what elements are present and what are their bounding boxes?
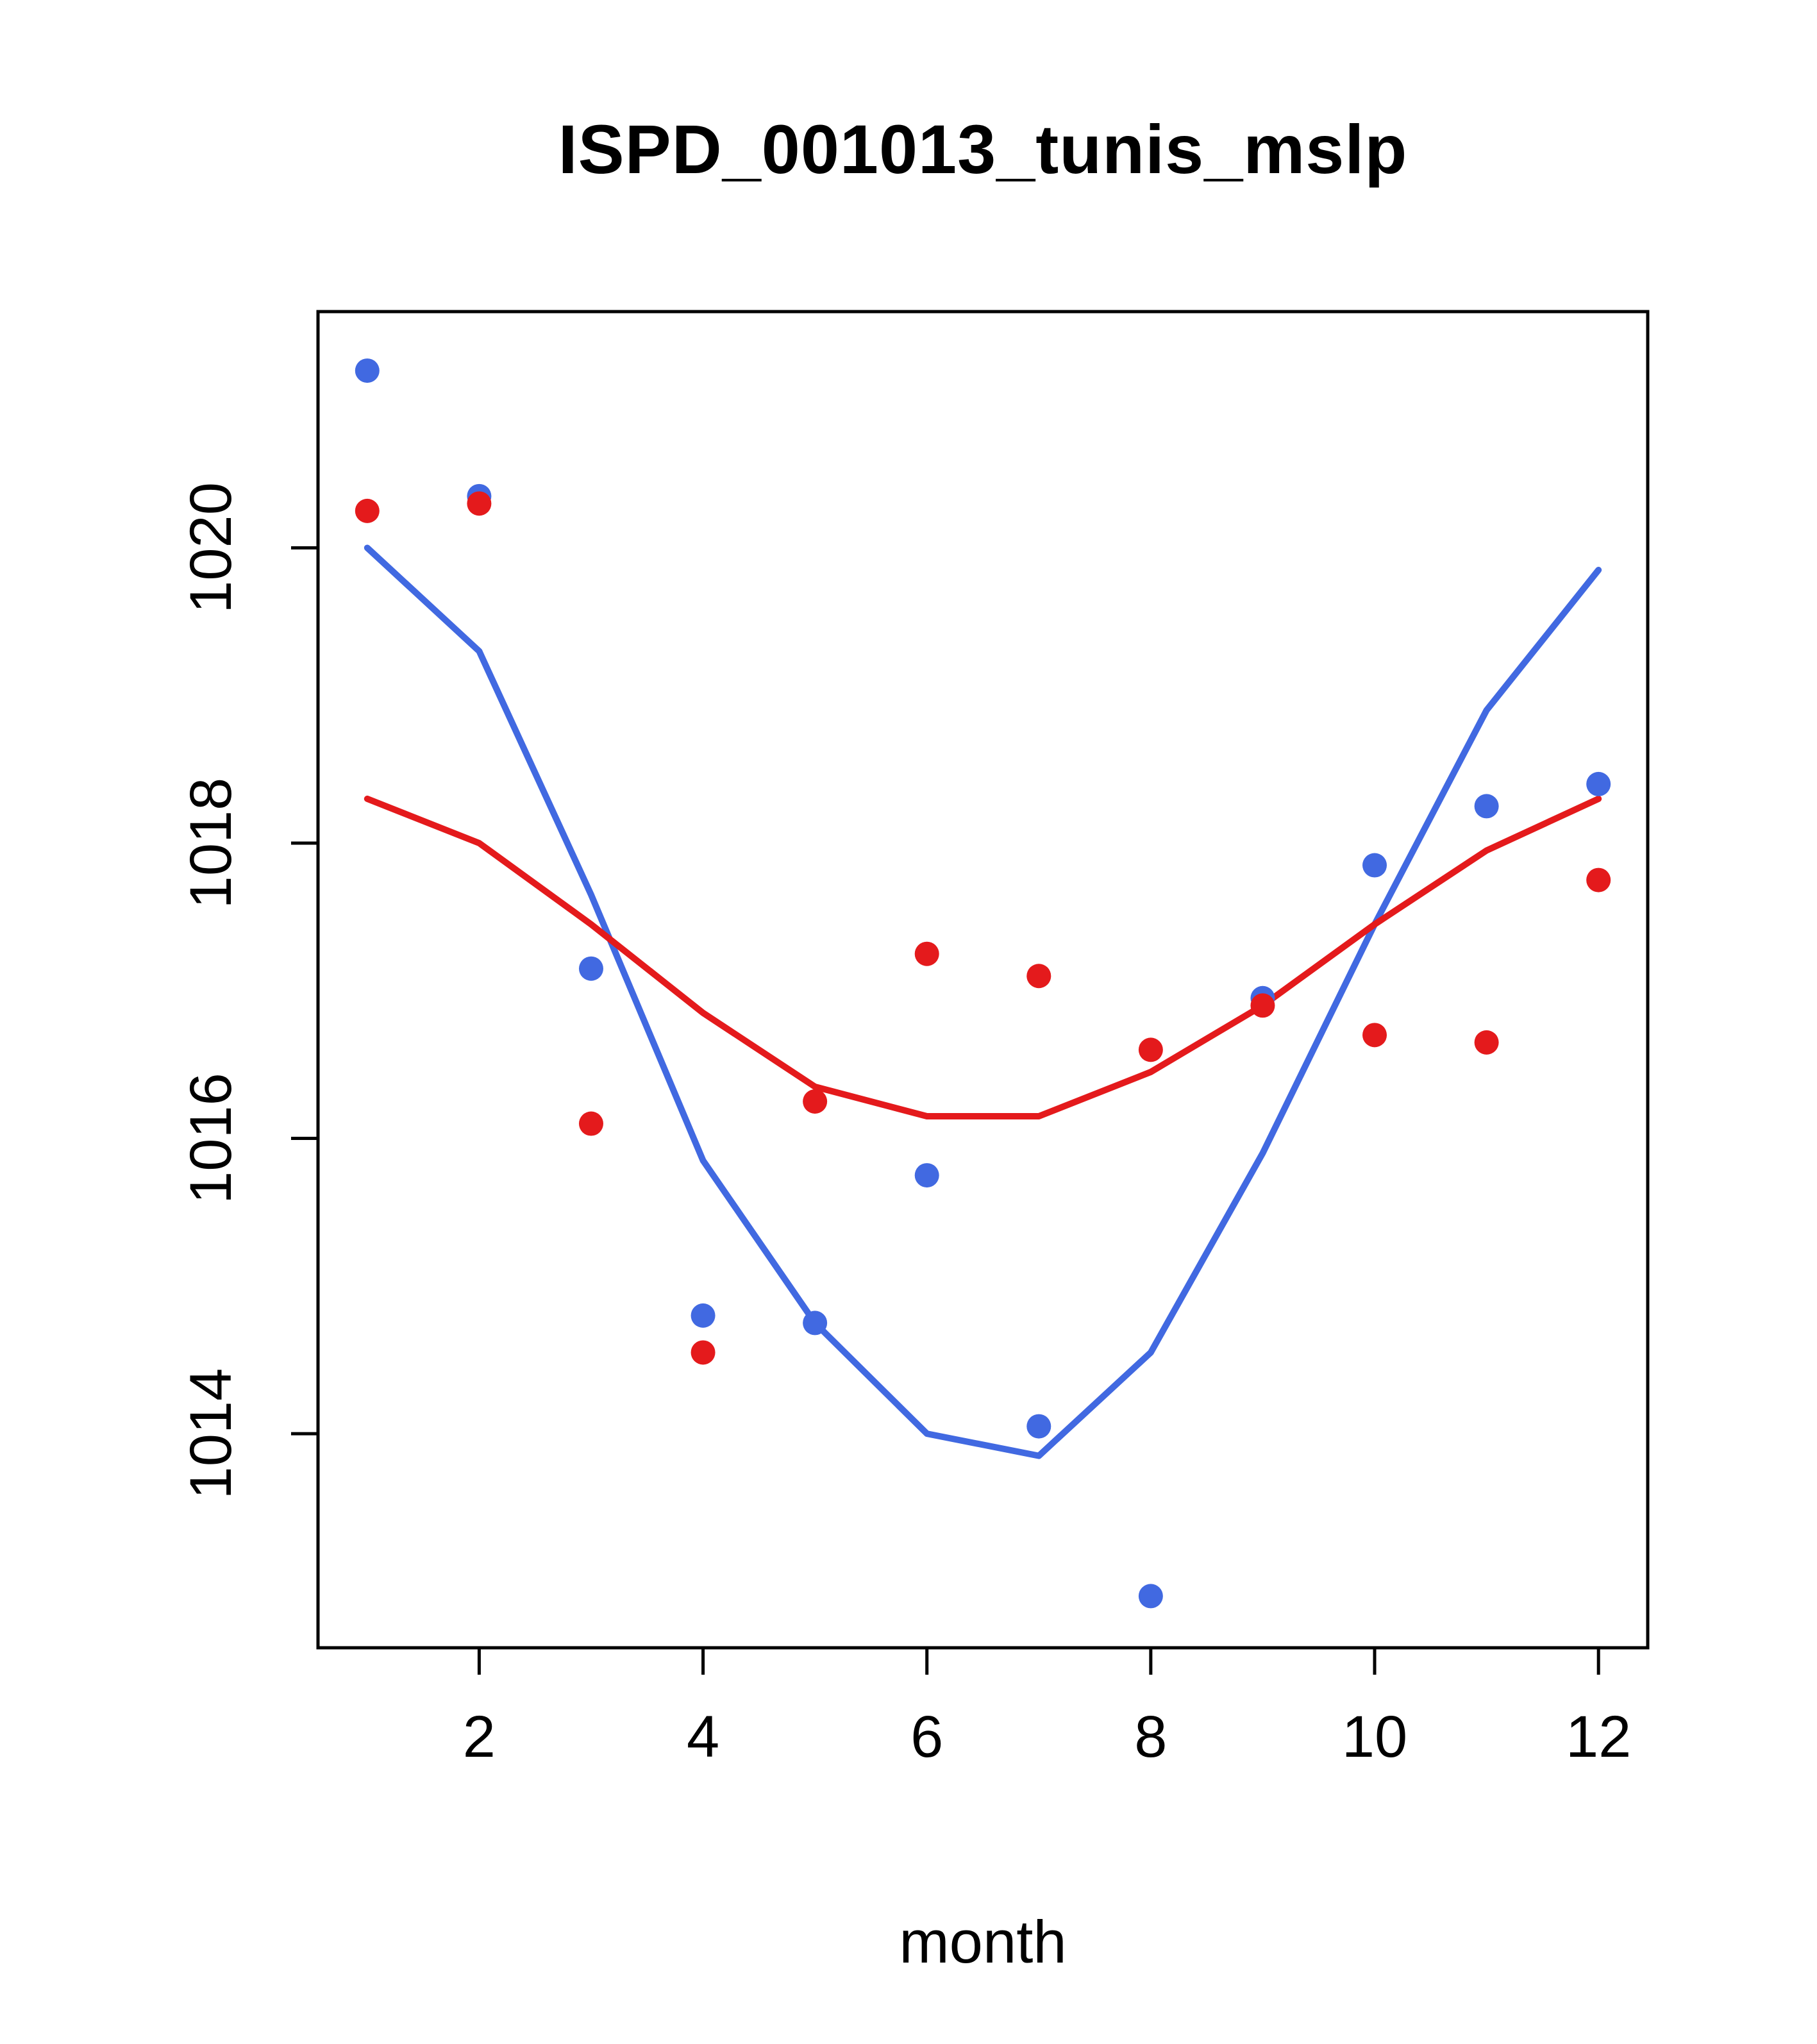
red-point [355,498,380,523]
blue-point [914,1163,939,1188]
blue-point [355,358,380,383]
y-tick-label: 1016 [178,1073,244,1204]
y-tick-label: 1014 [178,1368,244,1500]
blue-point [803,1311,828,1336]
blue-smooth-line [364,544,1602,1459]
blue-point [1586,771,1611,796]
red-point [578,1111,603,1136]
blue-point [1026,1414,1051,1439]
plot-border [316,310,1650,1650]
red-point [1586,867,1611,892]
red-point [1138,1037,1163,1062]
x-tick-label: 4 [687,1704,719,1770]
blue-point [1362,853,1387,878]
y-tick-label: 1018 [178,778,244,909]
red-point [803,1089,828,1114]
chart-title: ISPD_001013_tunis_mslp [558,110,1408,188]
blue-point [1138,1584,1163,1609]
blue-point [578,956,603,981]
blue-point [1474,794,1499,819]
blue-point [691,1303,716,1328]
red-point [691,1340,716,1365]
x-tick-label: 12 [1566,1704,1631,1770]
x-tick-label: 6 [910,1704,943,1770]
red-point [467,491,492,516]
y-tick-label: 1020 [178,482,244,614]
red-smooth-line [364,795,1602,1120]
red-point [1250,993,1275,1018]
x-tick-label: 2 [463,1704,496,1770]
red-point [1026,964,1051,989]
red-point [1362,1023,1387,1048]
x-axis-label: month [899,1908,1067,1975]
red-point [1474,1030,1499,1055]
x-tick-label: 10 [1342,1704,1407,1770]
x-tick-label: 8 [1134,1704,1167,1770]
red-point [914,941,939,966]
